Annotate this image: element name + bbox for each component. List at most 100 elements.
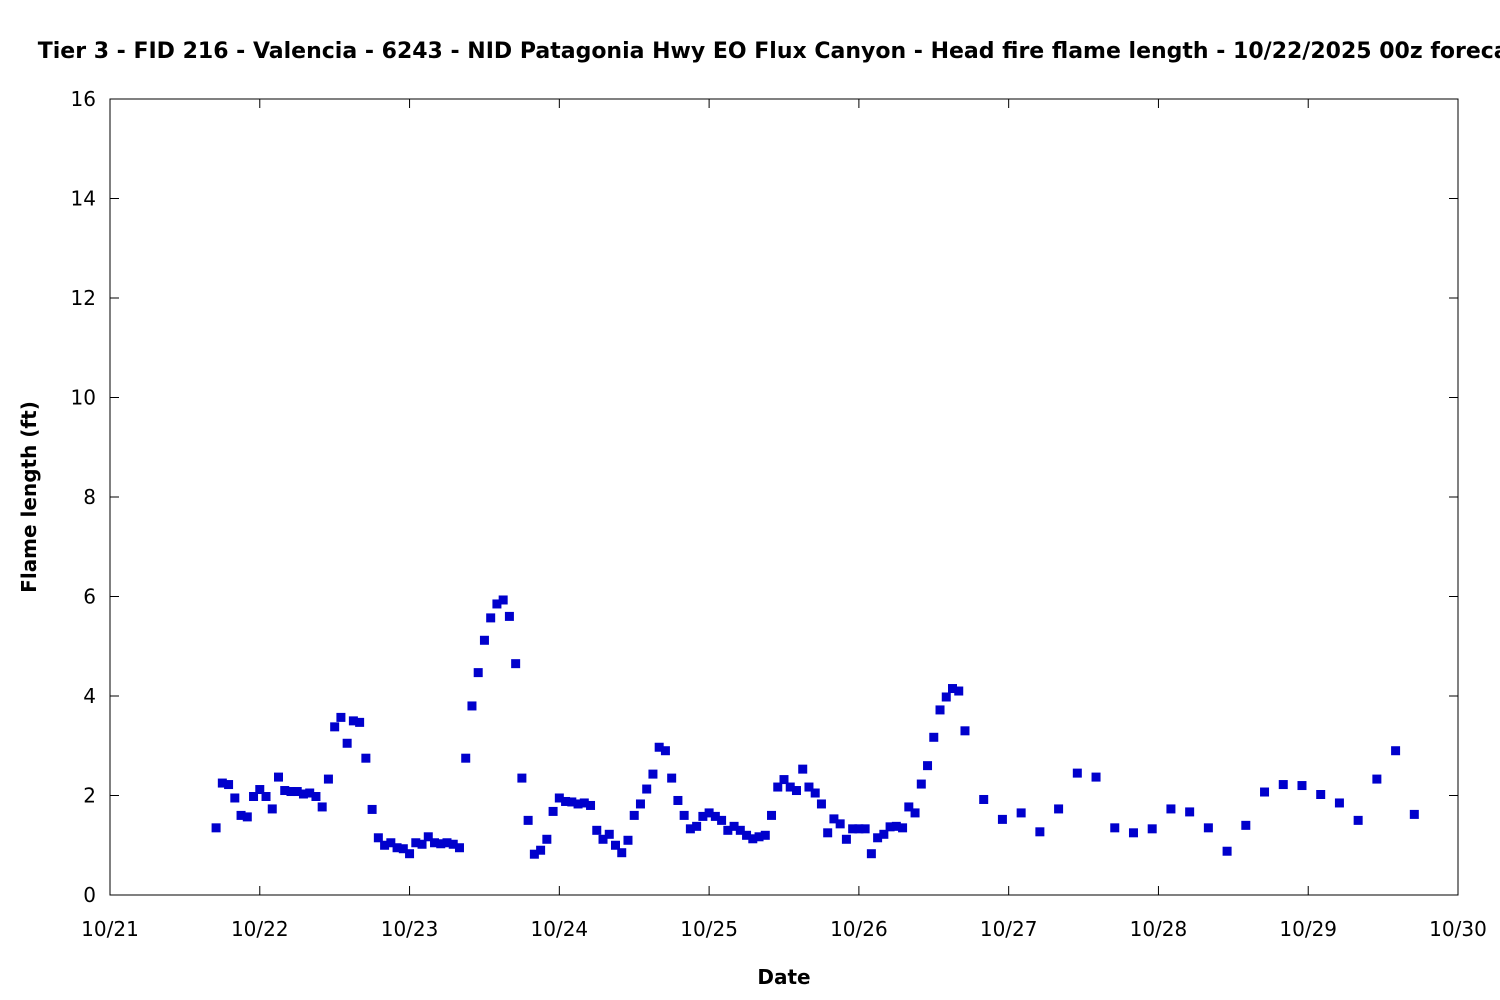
data-point [685, 824, 695, 834]
data-point [1147, 824, 1157, 834]
data-point [791, 786, 801, 796]
data-point [997, 814, 1007, 824]
data-point [361, 753, 371, 763]
data-point [841, 834, 851, 844]
data-point [798, 764, 808, 774]
x-tick-label: 10/26 [830, 917, 888, 941]
data-point [529, 849, 539, 859]
data-point [486, 613, 496, 623]
data-point [723, 825, 733, 835]
data-point [280, 786, 290, 796]
x-tick-label: 10/25 [680, 917, 738, 941]
data-point [898, 823, 908, 833]
data-point [267, 804, 277, 814]
data-point [1409, 809, 1419, 819]
data-point [373, 833, 383, 843]
data-point [779, 775, 789, 785]
data-point [492, 599, 502, 609]
x-tick-label: 10/22 [231, 917, 289, 941]
data-point [398, 844, 408, 854]
data-point [448, 839, 458, 849]
data-point [617, 848, 627, 858]
data-point [217, 778, 227, 788]
data-point [866, 849, 876, 859]
data-point [885, 822, 895, 832]
data-point [823, 828, 833, 838]
chart-title: Tier 3 - FID 216 - Valencia - 6243 - NID… [38, 39, 1500, 64]
y-tick-label: 4 [83, 684, 96, 708]
data-point [629, 810, 639, 820]
data-point [355, 717, 365, 727]
data-point [380, 840, 390, 850]
x-tick-label: 10/23 [381, 917, 439, 941]
data-point [948, 684, 957, 694]
data-point [1222, 846, 1232, 856]
data-point [511, 659, 521, 669]
data-point [954, 686, 964, 696]
data-point [891, 821, 901, 831]
data-point [592, 825, 602, 835]
data-point [392, 843, 402, 853]
x-tick-label: 10/29 [1279, 917, 1337, 941]
x-tick-label: 10/30 [1429, 917, 1487, 941]
y-tick-label: 2 [83, 784, 96, 808]
data-point [960, 726, 970, 736]
data-point [286, 787, 296, 797]
data-point [292, 787, 302, 797]
data-point [1185, 807, 1195, 817]
y-tick-label: 12 [71, 286, 96, 310]
data-point [979, 794, 989, 804]
data-point [910, 808, 920, 818]
data-point [935, 705, 945, 715]
data-point [829, 814, 839, 824]
data-point [498, 595, 508, 605]
data-point [929, 732, 939, 742]
data-point [704, 808, 714, 818]
data-point [1391, 746, 1401, 756]
data-point [729, 821, 739, 831]
data-point [542, 834, 552, 844]
data-point [860, 824, 870, 834]
data-point [773, 782, 783, 792]
data-point [810, 788, 820, 798]
data-point [454, 843, 464, 853]
data-point [386, 838, 396, 848]
data-point [348, 716, 358, 726]
data-point [660, 746, 670, 756]
data-point [667, 773, 677, 783]
data-point [323, 774, 333, 784]
data-point [748, 834, 758, 844]
data-point [904, 802, 914, 812]
data-point [436, 839, 446, 849]
data-point [1353, 815, 1363, 825]
data-point [648, 769, 658, 779]
data-point [423, 832, 433, 842]
data-point [1260, 787, 1270, 797]
data-point [461, 753, 471, 763]
data-point [311, 791, 321, 801]
data-point [854, 824, 864, 834]
data-point [673, 795, 683, 805]
x-tick-label: 10/28 [1130, 917, 1188, 941]
data-point [816, 799, 826, 809]
data-point [242, 812, 252, 822]
data-point [442, 838, 452, 848]
data-point [367, 804, 377, 814]
data-point [754, 832, 764, 842]
data-point [835, 819, 845, 829]
data-point [1016, 808, 1026, 818]
data-point [1241, 820, 1251, 830]
data-point [342, 738, 352, 748]
y-tick-label: 6 [83, 585, 96, 609]
data-point [767, 810, 777, 820]
data-point [941, 692, 951, 702]
data-point [848, 824, 858, 834]
data-point [717, 815, 727, 825]
data-point [536, 845, 546, 855]
y-tick-label: 10 [71, 386, 96, 410]
data-point [873, 833, 883, 843]
data-point [517, 773, 527, 783]
data-point [916, 779, 926, 789]
data-point [211, 823, 221, 833]
